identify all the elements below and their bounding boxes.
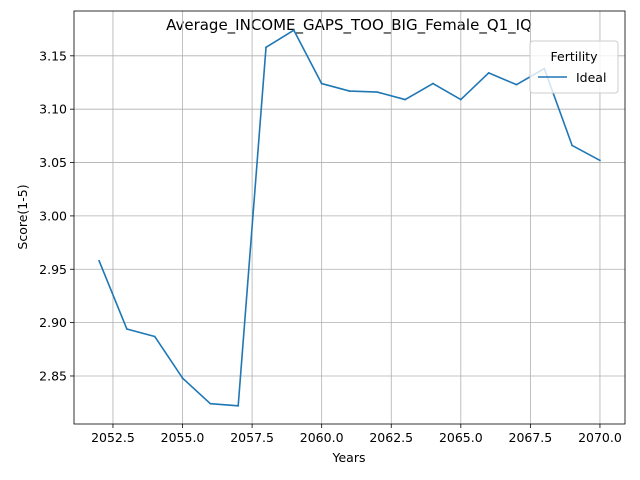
data-point xyxy=(404,98,407,101)
x-tick-label: 2060.0 xyxy=(300,430,344,445)
y-axis-label: Score(1-5) xyxy=(15,184,30,249)
x-tick-label: 2062.5 xyxy=(369,430,413,445)
y-tick-label: 3.05 xyxy=(39,155,67,170)
data-point xyxy=(515,83,518,86)
legend-box xyxy=(529,40,619,94)
y-tick-label: 2.90 xyxy=(39,315,67,330)
data-point xyxy=(571,144,574,147)
data-point xyxy=(348,90,351,92)
data-point xyxy=(376,91,379,94)
y-tick-label: 2.85 xyxy=(39,368,67,383)
data-point xyxy=(153,335,156,338)
x-axis-label: Years xyxy=(332,450,366,465)
legend-label-ideal: Ideal xyxy=(576,70,606,85)
data-point xyxy=(98,259,100,262)
y-tick-label: 3.00 xyxy=(39,208,67,223)
data-point xyxy=(487,72,490,74)
data-point xyxy=(459,98,462,101)
y-ticks: 2.85 2.90 2.95 3.00 3.05 3.10 3.15 xyxy=(39,48,74,383)
chart-title: Average_INCOME_GAPS_TOO_BIG_Female_Q1_IQ xyxy=(166,16,532,35)
legend-title: Fertility xyxy=(551,49,599,64)
x-tick-label: 2052.5 xyxy=(91,430,135,445)
y-tick-label: 2.95 xyxy=(39,262,67,277)
legend: Fertility Ideal xyxy=(529,40,619,94)
x-tick-label: 2055.0 xyxy=(161,430,205,445)
plot-frame xyxy=(73,10,626,425)
data-point xyxy=(237,404,240,407)
x-tick-label: 2067.5 xyxy=(509,430,553,445)
x-ticks: 2052.5 2055.0 2057.5 2060.0 2062.5 2065.0 2067… xyxy=(91,424,622,445)
data-point xyxy=(125,328,128,330)
x-tick-label: 2065.0 xyxy=(439,430,483,445)
data-point xyxy=(432,82,434,85)
y-tick-label: 3.10 xyxy=(39,102,67,117)
data-point xyxy=(320,82,323,85)
data-point xyxy=(265,46,267,49)
data-point xyxy=(181,377,184,380)
data-point xyxy=(209,402,212,405)
data-point xyxy=(599,159,601,162)
x-tick-label: 2070.0 xyxy=(578,430,622,445)
x-tick-label: 2057.5 xyxy=(230,430,274,445)
data-point xyxy=(292,29,295,32)
y-tick-label: 3.15 xyxy=(39,48,67,63)
